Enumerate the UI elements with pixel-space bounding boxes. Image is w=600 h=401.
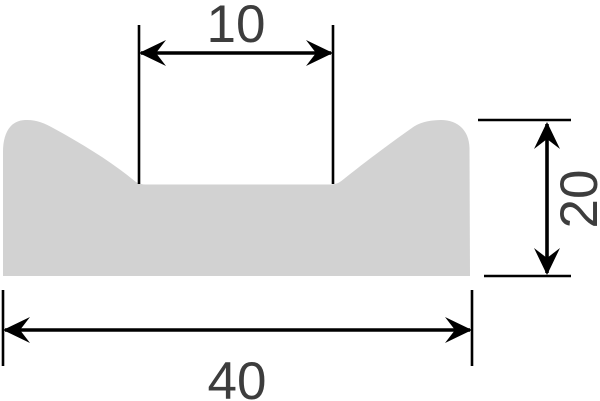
- arrowhead-right-icon: [306, 40, 333, 66]
- arrowhead-left-icon: [3, 317, 30, 343]
- arrowhead-down-icon: [534, 248, 560, 275]
- dimension-height: [478, 118, 571, 278]
- dimension-labels: 10 40 20: [207, 0, 600, 401]
- label-channel-width: 10: [207, 0, 266, 54]
- profile-cross-section: [3, 119, 470, 277]
- arrowhead-left-icon: [139, 40, 166, 66]
- arrowhead-right-icon: [445, 317, 472, 343]
- label-height: 20: [550, 170, 600, 229]
- dimension-total-width: [1, 290, 474, 366]
- dimension-channel-width: [137, 25, 335, 184]
- label-total-width: 40: [208, 352, 267, 401]
- arrowhead-up-icon: [534, 122, 560, 149]
